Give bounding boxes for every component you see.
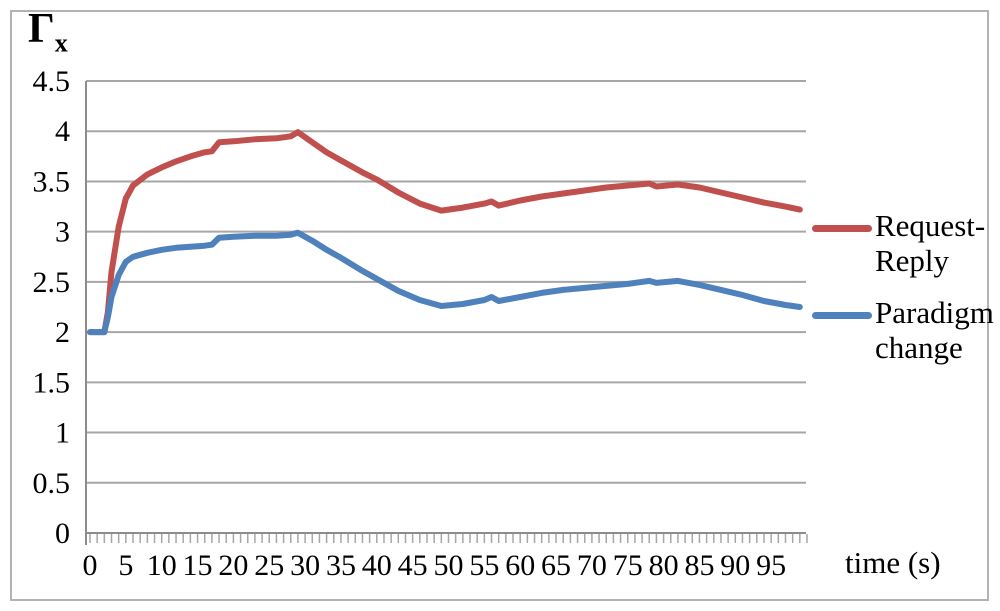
y-tick-label: 1 (55, 417, 70, 450)
x-tick-label: 95 (756, 549, 786, 582)
y-tick-label: 0.5 (33, 467, 71, 500)
x-tick-label: 30 (290, 549, 320, 582)
x-tick-label: 25 (254, 549, 284, 582)
x-tick-labels: 0 5 10 15 20 25 30 35 40 45 50 55 60 65 70 75 80 85 90 95 (83, 549, 787, 582)
series-line-request-reply (87, 129, 803, 336)
x-tick-label: 50 (434, 549, 464, 582)
y-tick-label: 4 (55, 115, 70, 148)
y-axis-symbol: Γ (28, 6, 55, 52)
y-tick-label: 2.5 (33, 266, 71, 299)
y-tick-label: 4.5 (33, 65, 71, 98)
legend-label-paradigm-change: Paradigm change (875, 295, 994, 365)
y-axis-subscript: x (54, 28, 68, 58)
y-tick-label: 0 (55, 517, 70, 550)
y-tick-labels: 0 0.5 1 1.5 2 2.5 3 3.5 4 4.5 (33, 65, 71, 550)
x-tick-label: 60 (505, 549, 535, 582)
y-tick-label: 3 (55, 216, 70, 249)
series-line-paradigm-change (87, 229, 803, 336)
x-tick-label: 20 (218, 549, 248, 582)
x-tick-label: 55 (469, 549, 499, 582)
y-tick-label: 2 (55, 316, 70, 349)
x-tick-label: 35 (326, 549, 356, 582)
legend-label-line: Reply (875, 243, 950, 278)
x-tick-label: 45 (398, 549, 428, 582)
x-tick-label: 80 (649, 549, 679, 582)
x-tick-label: 65 (541, 549, 571, 582)
y-tick-label: 3.5 (33, 165, 71, 198)
x-tick-label: 75 (613, 549, 643, 582)
x-tick-label: 5 (118, 549, 133, 582)
legend-label-line: Paradigm (875, 295, 994, 330)
x-tick-label: 10 (147, 549, 177, 582)
legend-label-line: Request- (875, 208, 986, 243)
x-minor-ticks (89, 534, 808, 543)
legend-swatch-paradigm-change-line (812, 312, 872, 319)
x-tick-label: 70 (577, 549, 607, 582)
x-axis-title: time (s) (845, 545, 941, 580)
legend-label-line: change (875, 330, 963, 365)
x-tick-label: 40 (362, 549, 392, 582)
y-axis-title: Γx (28, 8, 68, 56)
x-tick-label: 0 (83, 549, 98, 582)
x-tick-label: 90 (720, 549, 750, 582)
legend-swatch-request-reply-line (812, 225, 872, 232)
x-tick-label: 15 (183, 549, 213, 582)
x-tick-label: 85 (684, 549, 714, 582)
y-tick-label: 1.5 (33, 366, 71, 399)
legend-label-request-reply: Request- Reply (875, 208, 985, 278)
